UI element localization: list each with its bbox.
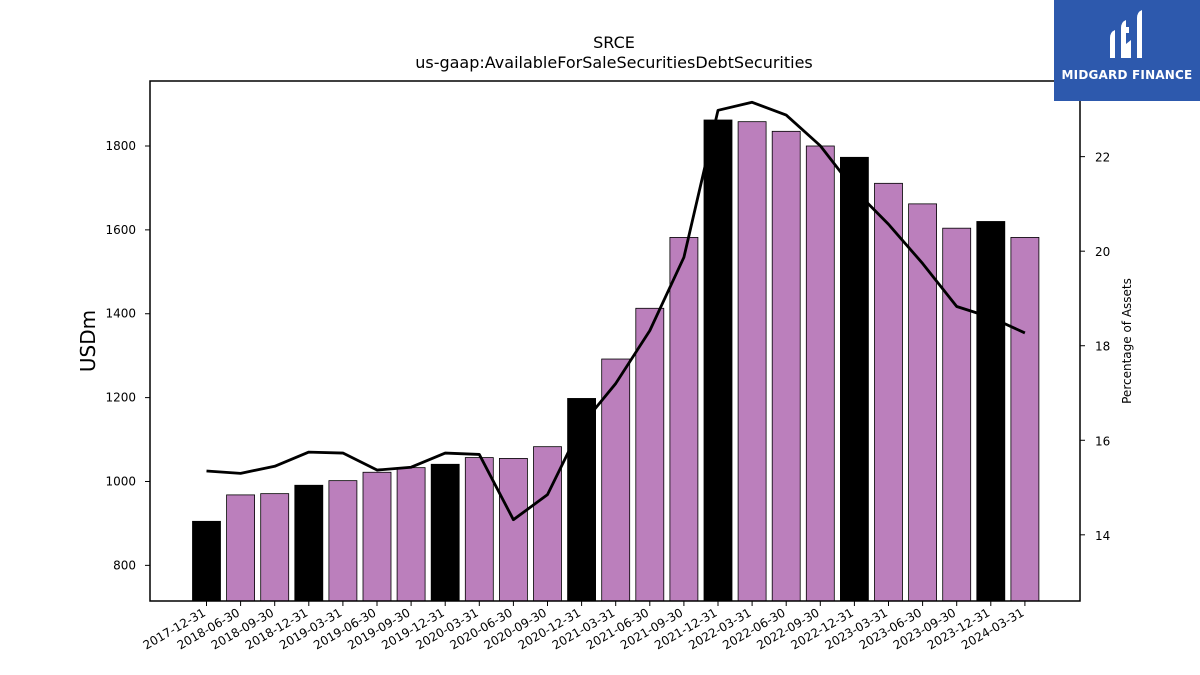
y-tick-label: 1000 bbox=[105, 474, 136, 488]
percentage-line bbox=[206, 100, 1026, 522]
bar-2022-03-31 bbox=[737, 121, 767, 602]
bar-2021-09-30 bbox=[669, 237, 699, 602]
y2-tick-label: 22 bbox=[1095, 151, 1110, 165]
bar-2019-09-30 bbox=[396, 467, 426, 602]
y-tick-label: 1600 bbox=[105, 223, 136, 237]
brand-logo: MIDGARD FINANCE bbox=[1054, 0, 1200, 101]
bar-2023-12-31 bbox=[976, 221, 1006, 602]
x-axis: 2017-12-312018-06-302018-09-302018-12-31… bbox=[141, 601, 1026, 652]
bar-2022-09-30 bbox=[805, 145, 835, 602]
bar-2020-12-31 bbox=[567, 398, 596, 602]
bar-2021-06-30 bbox=[635, 307, 665, 602]
bar-2017-12-31 bbox=[192, 520, 221, 602]
y-tick-label: 1400 bbox=[105, 307, 136, 321]
brand-name: MIDGARD FINANCE bbox=[1061, 68, 1193, 82]
bar-2019-03-31 bbox=[328, 480, 358, 602]
bar-2022-06-30 bbox=[771, 130, 801, 602]
bar-group bbox=[192, 119, 1040, 602]
chart-title: SRCE bbox=[593, 33, 635, 52]
y2-axis-label: Percentage of Assets bbox=[1120, 278, 1134, 404]
bar-2019-12-31 bbox=[430, 463, 460, 602]
midgard-logo-icon bbox=[1110, 10, 1142, 58]
y-axis-label: USDm bbox=[76, 310, 100, 372]
bar-2018-12-31 bbox=[294, 484, 324, 602]
bar-2020-06-30 bbox=[498, 458, 528, 602]
y2-tick-label: 18 bbox=[1095, 340, 1110, 354]
bar-2022-12-31 bbox=[840, 156, 869, 602]
plot-frame bbox=[149, 80, 1081, 602]
bar-2018-09-30 bbox=[260, 493, 290, 602]
left-axis: 800 1000 1200 1400 1600 1800 bbox=[105, 139, 150, 572]
chart-subtitle: us-gaap:AvailableForSaleSecuritiesDebtSe… bbox=[415, 53, 813, 72]
bar-2020-09-30 bbox=[533, 446, 562, 602]
bar-2020-03-31 bbox=[464, 457, 494, 602]
y2-tick-label: 16 bbox=[1095, 434, 1110, 448]
bar-2019-06-30 bbox=[362, 471, 392, 602]
y2-tick-label: 14 bbox=[1095, 529, 1110, 543]
y-tick-label: 800 bbox=[113, 558, 136, 572]
y2-tick-label: 20 bbox=[1095, 245, 1110, 259]
bar-2023-06-30 bbox=[908, 203, 937, 602]
y-tick-label: 1200 bbox=[105, 391, 136, 405]
y-tick-label: 1800 bbox=[105, 139, 136, 153]
bar-2018-06-30 bbox=[226, 494, 256, 602]
bar-2024-03-31 bbox=[1010, 237, 1040, 602]
right-axis: 14 16 18 20 22 bbox=[1080, 151, 1110, 543]
bar-2021-12-31 bbox=[703, 119, 733, 602]
bar-2023-09-30 bbox=[942, 227, 972, 602]
bar-2023-03-31 bbox=[874, 182, 903, 602]
line-group bbox=[206, 100, 1026, 522]
bar-2021-03-31 bbox=[601, 358, 631, 602]
